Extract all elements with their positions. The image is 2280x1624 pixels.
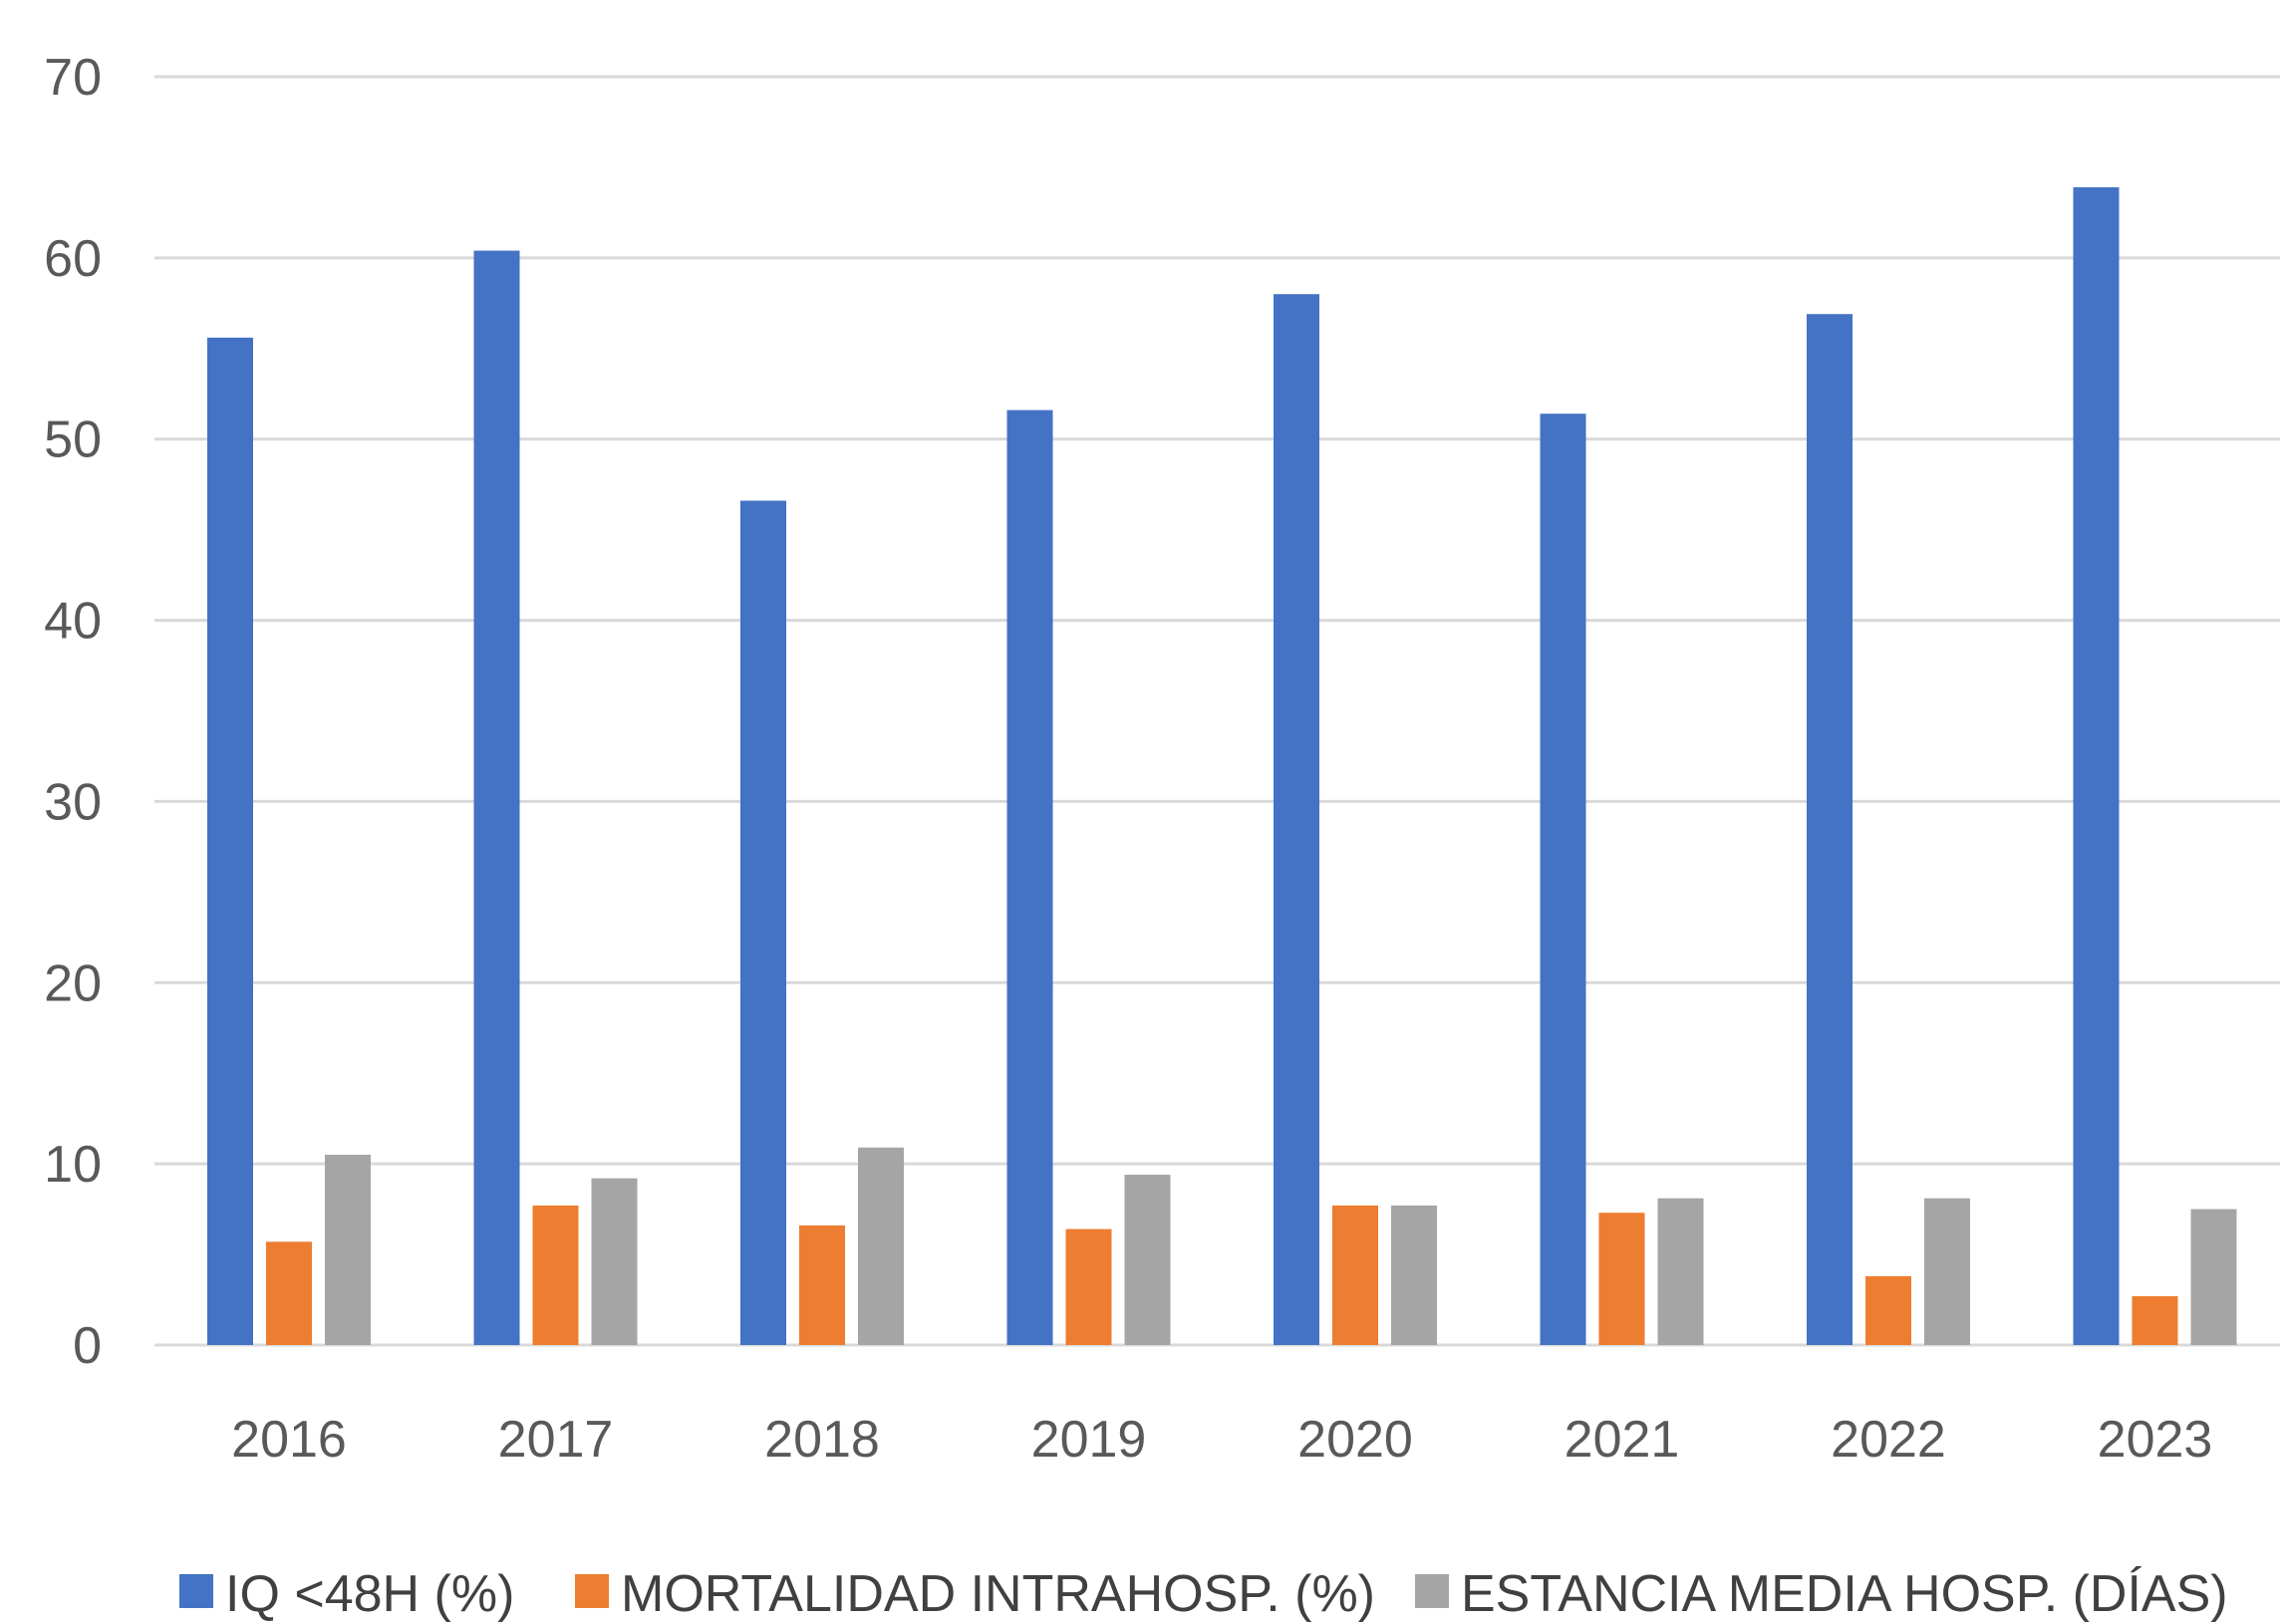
bar-2018-series-0 xyxy=(740,500,786,1345)
legend-swatch-0 xyxy=(179,1574,213,1608)
bar-2016-series-2 xyxy=(325,1155,371,1345)
x-tick-label: 2021 xyxy=(1565,1411,1680,1469)
bar-2023-series-1 xyxy=(2132,1295,2178,1345)
bar-2022-series-0 xyxy=(1807,314,1852,1345)
bar-2022-series-2 xyxy=(1924,1198,1970,1345)
bar-2016-series-0 xyxy=(207,337,253,1346)
bar-2016-series-1 xyxy=(266,1241,312,1345)
y-tick-label: 10 xyxy=(44,1136,102,1194)
y-tick-label: 70 xyxy=(44,49,102,107)
bar-2018-series-1 xyxy=(799,1224,845,1345)
legend-label-1: MORTALIDAD INTRAHOSP. (%) xyxy=(621,1565,1375,1623)
bar-2020-series-2 xyxy=(1391,1205,1437,1345)
y-tick-label: 0 xyxy=(73,1317,102,1375)
y-tick-label: 50 xyxy=(44,411,102,469)
legend-label-0: IQ <48H (%) xyxy=(225,1565,514,1623)
y-axis: 0 10 20 30 40 50 60 70 xyxy=(44,49,102,1375)
bar-2023-series-2 xyxy=(2190,1209,2237,1345)
x-tick-label: 2022 xyxy=(1831,1411,1946,1469)
y-tick-label: 60 xyxy=(44,230,102,288)
bar-2019-series-1 xyxy=(1065,1228,1112,1345)
bar-2023-series-0 xyxy=(2073,186,2120,1345)
bar-2022-series-1 xyxy=(1865,1275,1911,1345)
bar-2017-series-2 xyxy=(591,1178,638,1345)
y-tick-label: 40 xyxy=(44,593,102,651)
bars xyxy=(207,186,2237,1346)
x-tick-label: 2023 xyxy=(2098,1411,2213,1469)
bar-2020-series-0 xyxy=(1274,294,1319,1346)
x-tick-label: 2017 xyxy=(498,1411,614,1469)
legend-label-2: ESTANCIA MEDIA HOSP. (DÍAS) xyxy=(1461,1565,2228,1623)
legend-swatch-1 xyxy=(575,1574,609,1608)
legend-swatch-2 xyxy=(1415,1574,1449,1608)
bar-2020-series-1 xyxy=(1332,1205,1378,1345)
x-axis: 2016 2017 2018 2019 2020 2021 2022 2023 xyxy=(231,1411,2212,1469)
y-tick-label: 30 xyxy=(44,773,102,831)
x-tick-label: 2016 xyxy=(231,1411,347,1469)
legend: IQ <48H (%) MORTALIDAD INTRAHOSP. (%) ESTA… xyxy=(179,1565,2228,1623)
bar-2018-series-2 xyxy=(858,1147,904,1345)
x-tick-label: 2019 xyxy=(1031,1411,1147,1469)
bar-2017-series-0 xyxy=(473,250,520,1345)
bar-2019-series-2 xyxy=(1124,1175,1171,1345)
y-tick-label: 20 xyxy=(44,954,102,1012)
bar-2019-series-0 xyxy=(1006,409,1053,1345)
x-tick-label: 2018 xyxy=(764,1411,880,1469)
gridlines xyxy=(154,75,2280,1347)
bar-2017-series-1 xyxy=(532,1205,579,1345)
x-tick-label: 2020 xyxy=(1297,1411,1413,1469)
bar-2021-series-0 xyxy=(1540,413,1586,1345)
bar-2021-series-2 xyxy=(1657,1198,1704,1345)
bar-2021-series-1 xyxy=(1598,1213,1645,1345)
